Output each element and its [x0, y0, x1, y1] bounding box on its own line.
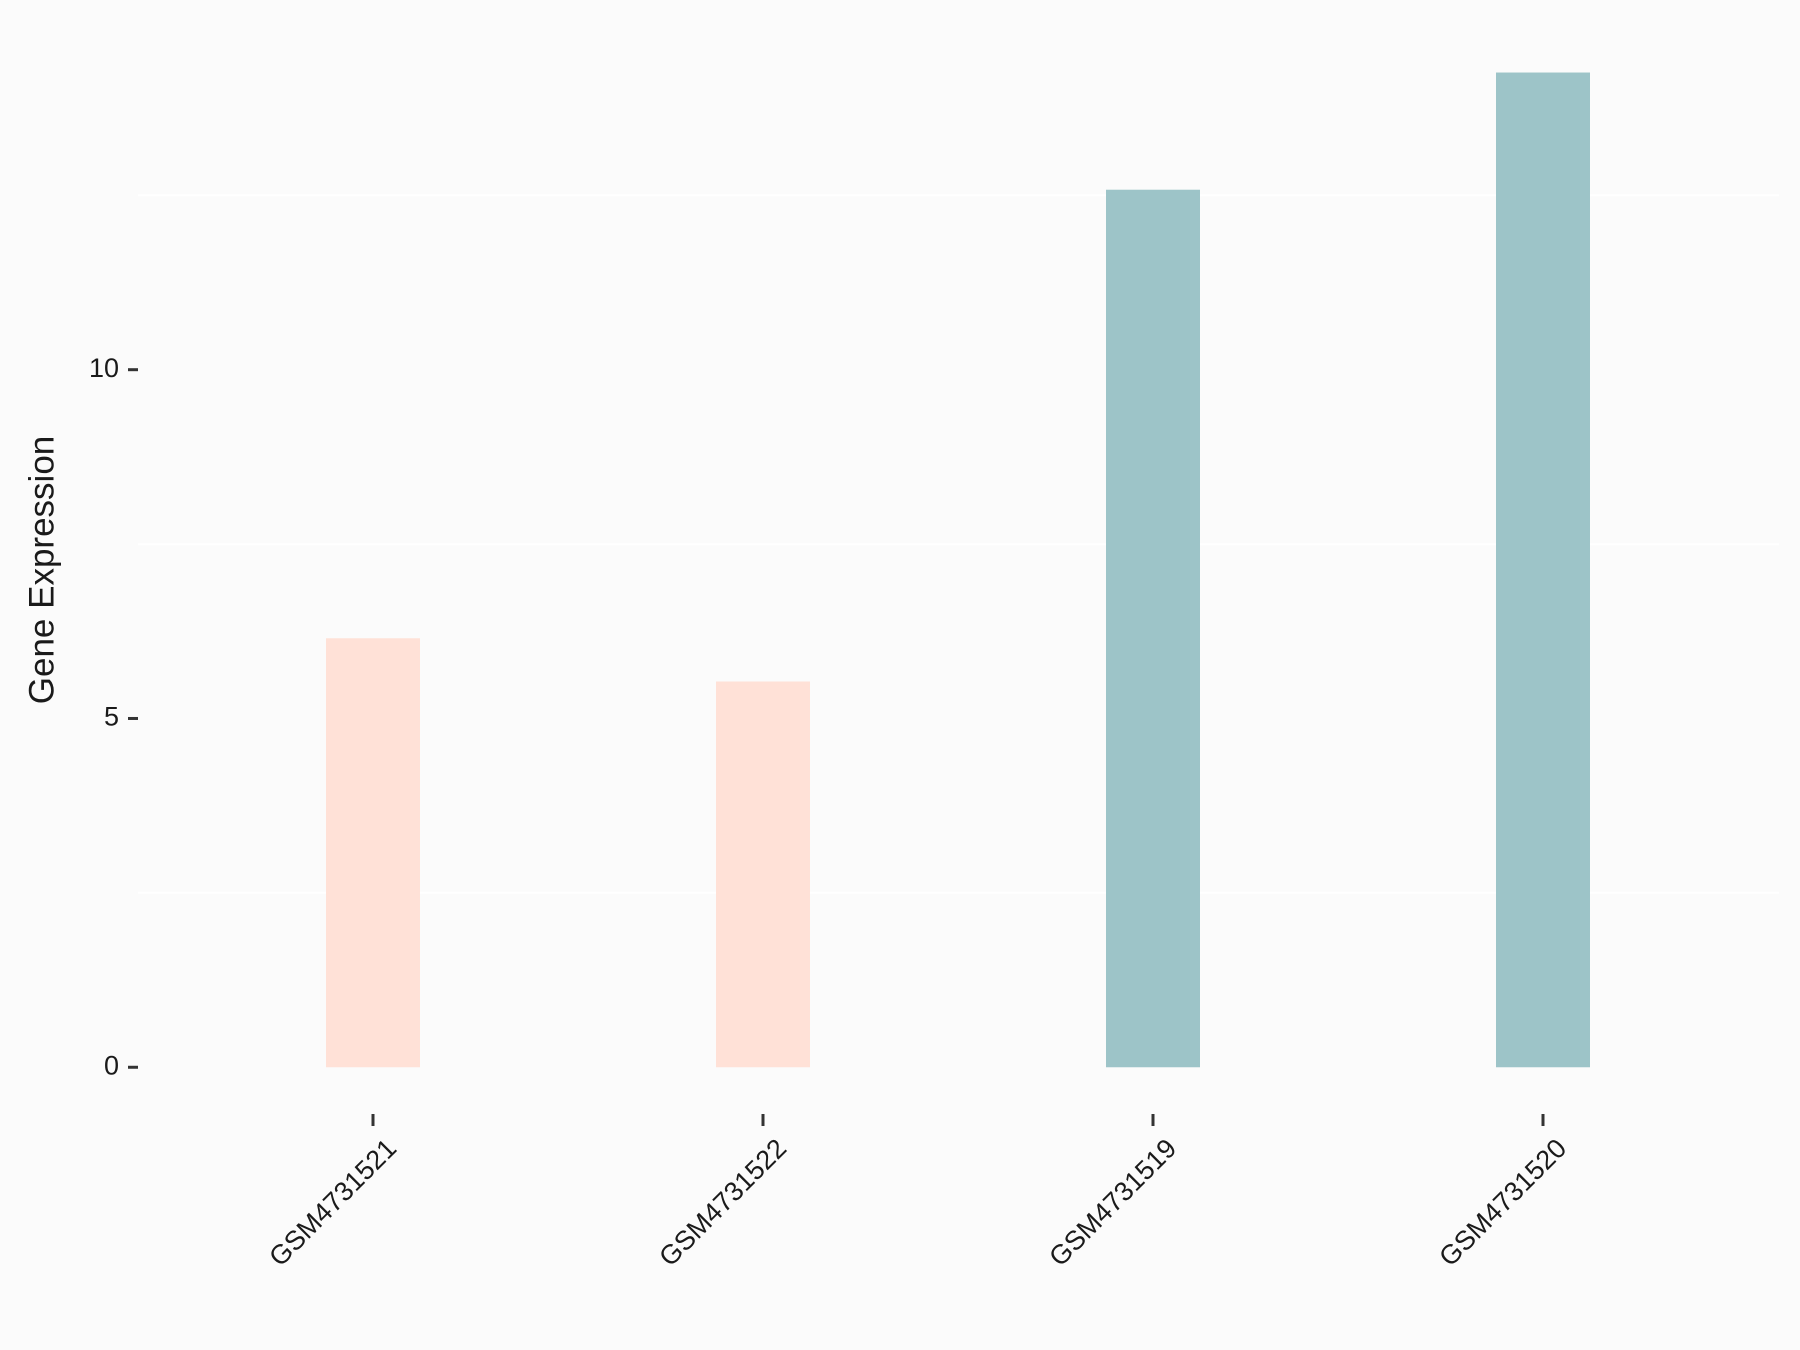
bar	[716, 681, 810, 1068]
bar	[1496, 72, 1590, 1068]
y-tick-label: 0	[104, 1050, 119, 1080]
bar	[1106, 189, 1200, 1068]
y-axis-title: Gene Expression	[22, 436, 61, 704]
y-tick-label: 10	[89, 353, 119, 383]
y-tick-label: 5	[104, 702, 119, 732]
bar	[326, 638, 420, 1068]
